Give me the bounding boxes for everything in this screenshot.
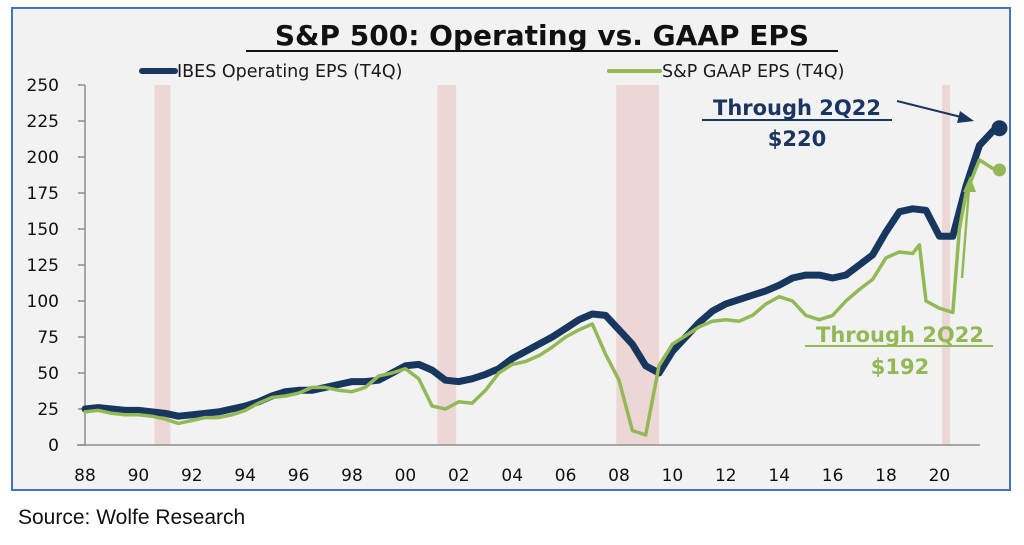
gaap-eps-line <box>83 158 1002 437</box>
y-tick-label: 175 <box>27 184 59 204</box>
x-tick-label: 16 <box>822 466 844 486</box>
recession-band <box>942 85 951 445</box>
operating-eps-line <box>81 124 1003 420</box>
x-tick-label: 18 <box>875 466 897 486</box>
chart-frame <box>11 7 1011 491</box>
x-tick-label: 96 <box>288 466 310 486</box>
x-tick-label: 00 <box>395 466 417 486</box>
recession-band <box>154 85 171 445</box>
chart-title: S&P 500: Operating vs. GAAP EPS <box>275 19 809 52</box>
annotation-operating-arrow <box>896 100 966 119</box>
x-tick-label: 92 <box>181 466 203 486</box>
x-tick-label: 04 <box>501 466 523 486</box>
operating-eps-endpoint <box>991 120 1008 137</box>
x-tick-label: 06 <box>555 466 577 486</box>
source-note: Source: Wolfe Research <box>18 506 246 529</box>
x-tick-label: 12 <box>715 466 737 486</box>
annotation-operating: Through 2Q22 $220 <box>702 96 974 151</box>
x-tick-label: 20 <box>929 466 951 486</box>
gaap-eps-endpoint <box>992 163 1006 177</box>
y-tick-label: 50 <box>37 364 59 384</box>
annotation-gaap-label: Through 2Q22 <box>816 323 984 347</box>
annotation-operating-label: Through 2Q22 <box>713 96 881 120</box>
y-tick-label: 125 <box>27 256 59 276</box>
y-tick-label: 75 <box>37 328 59 348</box>
axes <box>77 85 980 446</box>
y-ticks: 0 25 50 75 100 125 150 175 200 225 250 <box>27 76 85 456</box>
annotation-operating-value: $220 <box>768 127 826 151</box>
annotation-gaap-value: $192 <box>871 355 929 379</box>
x-tick-label: 90 <box>128 466 150 486</box>
legend-label-operating: IBES Operating EPS (T4Q) <box>177 62 402 82</box>
annotation-operating-arrowhead <box>957 111 974 123</box>
x-tick-label: 98 <box>341 466 363 486</box>
x-ticks: 88 90 92 94 96 98 00 02 04 06 08 10 12 14 16 18 20 <box>74 466 950 486</box>
y-tick-label: 150 <box>27 220 59 240</box>
y-tick-label: 250 <box>27 76 59 96</box>
legend: IBES Operating EPS (T4Q) S&P GAAP EPS (T… <box>139 62 845 82</box>
x-tick-label: 08 <box>608 466 630 486</box>
annotation-gaap-arrowhead <box>963 176 976 192</box>
y-tick-label: 0 <box>48 436 59 456</box>
recession-bands <box>154 85 951 445</box>
y-tick-label: 225 <box>27 112 59 132</box>
x-tick-label: 88 <box>74 466 96 486</box>
legend-label-gaap: S&P GAAP EPS (T4Q) <box>662 62 845 82</box>
annotation-gaap: Through 2Q22 $192 <box>805 176 993 379</box>
annotation-gaap-arrow <box>960 187 971 279</box>
x-tick-label: 94 <box>234 466 256 486</box>
y-tick-label: 25 <box>37 400 59 420</box>
recession-band <box>616 85 660 445</box>
series-lines <box>81 120 1008 437</box>
y-tick-label: 100 <box>27 292 59 312</box>
x-tick-label: 02 <box>448 466 470 486</box>
recession-band <box>437 85 457 445</box>
x-tick-label: 10 <box>662 466 684 486</box>
y-tick-label: 200 <box>27 148 59 168</box>
x-tick-label: 14 <box>768 466 790 486</box>
